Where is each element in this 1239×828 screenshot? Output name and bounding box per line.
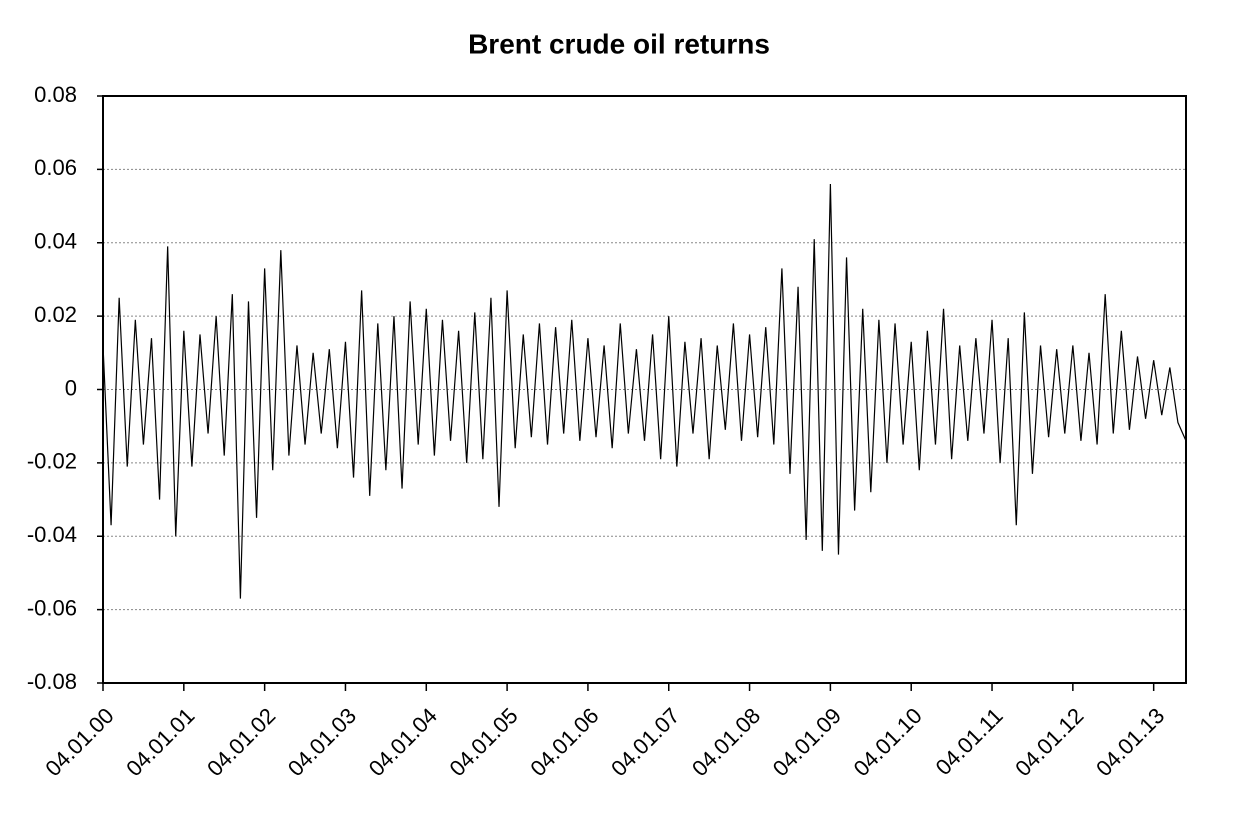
y-tick-label: 0 xyxy=(65,375,77,400)
x-tick-label: 04.01.07 xyxy=(606,703,684,781)
x-tick-label: 04.01.00 xyxy=(40,703,118,781)
x-tick-label: 04.01.01 xyxy=(121,703,199,781)
x-tick-label: 04.01.10 xyxy=(849,703,927,781)
y-tick-label: -0.02 xyxy=(27,449,77,474)
y-tick-label: 0.02 xyxy=(34,302,77,327)
plot-frame xyxy=(102,95,1187,684)
x-tick-label: 04.01.02 xyxy=(202,703,280,781)
x-tick-label: 04.01.12 xyxy=(1010,703,1088,781)
x-tick-label: 04.01.11 xyxy=(931,703,1008,780)
y-tick-label: -0.04 xyxy=(27,522,77,547)
x-tick-label: 04.01.08 xyxy=(687,703,765,781)
y-tick-label: 0.08 xyxy=(34,82,77,107)
y-tick-label: 0.04 xyxy=(34,229,77,254)
x-tick-label: 04.01.09 xyxy=(768,703,846,781)
x-tick-label: 04.01.04 xyxy=(364,703,442,781)
y-tick-label: -0.08 xyxy=(27,669,77,694)
y-tick-label: -0.06 xyxy=(27,595,77,620)
series-line xyxy=(102,184,1187,599)
x-tick-label: 04.01.05 xyxy=(445,703,523,781)
x-tick-label: 04.01.06 xyxy=(525,703,603,781)
y-tick-label: 0.06 xyxy=(34,155,77,180)
x-tick-label: 04.01.03 xyxy=(283,703,361,781)
chart-title: Brent crude oil returns xyxy=(468,28,770,59)
x-tick-label: 04.01.13 xyxy=(1091,703,1169,781)
